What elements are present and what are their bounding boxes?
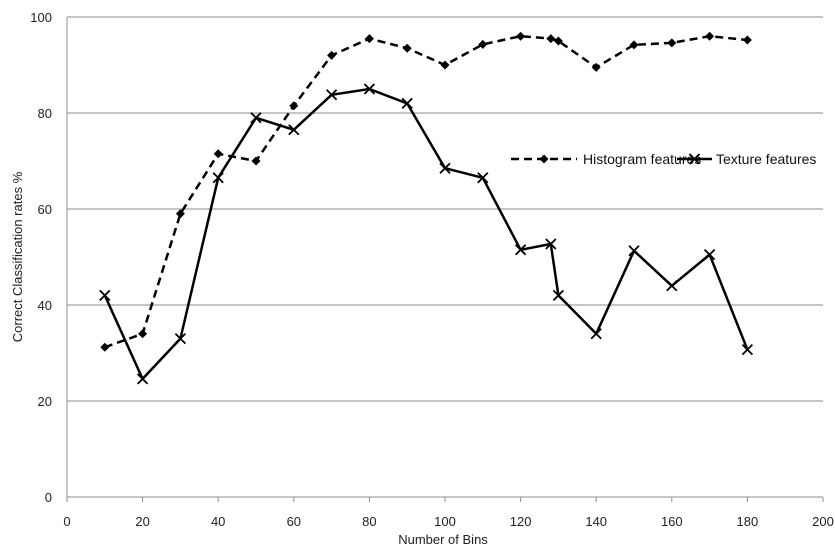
data-point	[591, 62, 601, 72]
data-point	[100, 342, 110, 352]
data-point	[175, 209, 185, 219]
x-tick-label: 100	[434, 514, 456, 529]
data-point	[552, 289, 565, 302]
data-point	[666, 280, 678, 292]
x-tick-label: 200	[812, 514, 834, 529]
data-point	[705, 31, 715, 41]
axes	[66, 17, 824, 502]
x-tick-label: 60	[287, 514, 301, 529]
data-point	[401, 97, 413, 110]
gridlines	[67, 16, 823, 402]
data-point	[289, 101, 299, 111]
data-point	[546, 34, 556, 44]
x-axis-label: Number of Bins	[398, 532, 488, 547]
series-histogram-features	[100, 31, 752, 352]
legend-entry-label: Texture features	[716, 151, 816, 167]
data-point	[212, 172, 224, 184]
data-point	[545, 238, 557, 250]
legend-entry-label: Histogram features	[583, 151, 701, 167]
data-point	[590, 328, 602, 340]
y-tick-label: 100	[30, 10, 52, 25]
x-tick-label: 80	[362, 514, 376, 529]
x-tick-labels: 0 20 40 60 80 100 120 140 160 180 200	[63, 514, 833, 529]
data-point	[174, 332, 187, 345]
x-tick-label: 0	[63, 514, 70, 529]
data-point	[741, 344, 754, 356]
y-axis-label: Correct Classification rates %	[10, 171, 25, 342]
x-tick-label: 20	[135, 514, 149, 529]
data-point	[703, 248, 716, 261]
legend-marker	[688, 153, 701, 165]
data-point	[250, 112, 262, 124]
x-tick-label: 140	[585, 514, 607, 529]
data-point	[440, 60, 450, 70]
data-point	[138, 329, 148, 339]
data-point	[628, 245, 640, 257]
data-point	[742, 35, 752, 45]
x-tick-label: 180	[737, 514, 759, 529]
data-point	[516, 31, 526, 41]
data-point	[325, 89, 338, 101]
x-tick-label: 40	[211, 514, 225, 529]
y-tick-label: 60	[38, 202, 52, 217]
data-point	[136, 373, 149, 385]
data-point	[553, 36, 563, 46]
x-tick-label: 160	[661, 514, 683, 529]
data-point	[629, 40, 639, 50]
data-point	[251, 156, 261, 166]
data-point	[667, 38, 677, 48]
data-point	[288, 124, 300, 136]
series-line	[104, 34, 748, 349]
series-texture-features	[99, 83, 754, 385]
data-point	[402, 43, 412, 53]
x-tick-label: 120	[510, 514, 532, 529]
data-point	[213, 149, 223, 159]
series-line	[103, 87, 749, 381]
y-tick-label: 0	[45, 490, 52, 505]
data-point	[327, 50, 337, 60]
data-point	[439, 162, 451, 174]
data-point	[99, 289, 111, 302]
y-tick-labels: 0 20 40 60 80 100	[30, 10, 52, 505]
y-tick-label: 80	[38, 106, 52, 121]
data-point	[478, 39, 488, 49]
legend: Histogram features Texture features	[511, 151, 816, 167]
series-group	[99, 31, 754, 385]
legend-marker	[539, 154, 549, 164]
y-tick-label: 20	[38, 394, 52, 409]
data-point	[477, 172, 489, 184]
y-tick-label: 40	[38, 298, 52, 313]
data-point	[364, 34, 374, 44]
data-point	[363, 83, 376, 95]
data-point	[514, 244, 527, 256]
